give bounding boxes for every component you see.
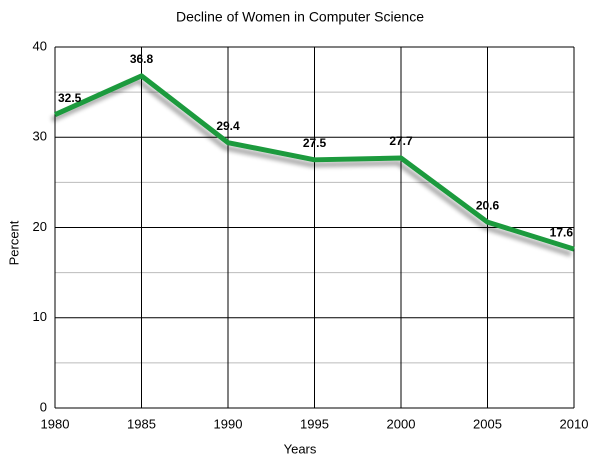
x-tick-label: 2005 (473, 416, 502, 431)
chart-title: Decline of Women in Computer Science (176, 9, 424, 25)
x-axis-label: Years (284, 441, 317, 456)
x-tick-label: 1990 (214, 416, 243, 431)
data-label: 17.6 (550, 225, 574, 239)
data-label: 20.6 (476, 198, 500, 212)
grid (54, 46, 575, 409)
x-tick-label: 2010 (560, 416, 589, 431)
x-tick-label: 1980 (41, 416, 70, 431)
y-tick-label: 20 (33, 219, 47, 234)
data-label: 32.5 (58, 91, 82, 105)
y-tick-label: 30 (33, 129, 47, 144)
data-label: 27.5 (303, 136, 327, 150)
y-tick-label: 0 (40, 399, 47, 414)
y-tick-label: 10 (33, 309, 47, 324)
x-tick-label: 2000 (387, 416, 416, 431)
plot: 32.5 36.8 29.4 27.5 27.7 20.6 17.6 (53, 52, 575, 252)
x-tick-label: 1995 (300, 416, 329, 431)
y-tick-label: 40 (33, 38, 47, 53)
y-axis-label: Percent (6, 220, 21, 265)
data-label: 29.4 (216, 119, 240, 133)
x-tick-label: 1985 (127, 416, 156, 431)
line (53, 73, 575, 252)
data-label: 27.7 (389, 134, 413, 148)
data-label: 36.8 (130, 52, 154, 66)
